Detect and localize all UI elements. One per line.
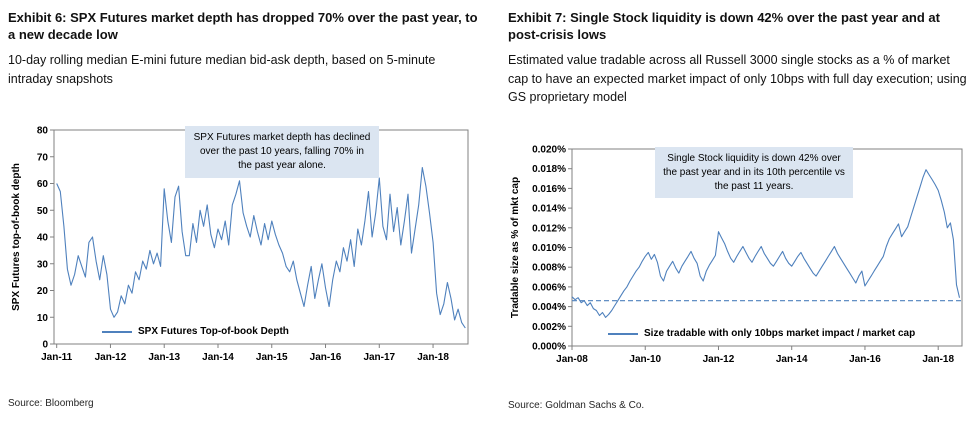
x-tick-label: Jan-12 (703, 354, 735, 365)
y-tick-label: 0.016% (532, 184, 566, 195)
x-tick-label: Jan-14 (776, 354, 808, 365)
exhibit-7-title: Exhibit 7: Single Stock liquidity is dow… (508, 10, 940, 42)
y-tick-label: 40 (37, 233, 49, 244)
x-tick-label: Jan-11 (41, 352, 73, 363)
legend-line-marker-icon (608, 332, 638, 335)
x-tick-label: Jan-18 (417, 352, 449, 363)
x-tick-label: Jan-16 (849, 354, 881, 365)
y-tick-label: 0.014% (532, 204, 566, 215)
y-tick-label: 0.004% (532, 302, 566, 313)
legend-line-marker-icon (102, 330, 132, 333)
y-tick-label: 10 (37, 313, 49, 324)
x-tick-label: Jan-16 (310, 352, 342, 363)
x-tick-label: Jan-13 (148, 352, 180, 363)
data-series-line (571, 169, 961, 318)
y-tick-label: 0.002% (532, 322, 566, 333)
x-tick-label: Jan-08 (556, 354, 588, 365)
y-tick-label: 0.006% (532, 282, 566, 293)
source-note: Source: Bloomberg (8, 398, 94, 410)
x-tick-label: Jan-18 (922, 354, 954, 365)
spx-futures-depth-plot: 0 10 20 30 40 50 60 70 80 Jan-11 Jan-12 Jan-13 Jan-1… (11, 126, 469, 363)
y-tick-label: 80 (37, 126, 49, 137)
y-tick-label: 0.010% (532, 243, 566, 254)
y-tick-label: 0.000% (532, 342, 566, 353)
y-tick-label: 50 (37, 206, 49, 217)
y-tick-label: 0 (42, 340, 48, 351)
chart-annotation-box: Single Stock liquidity is down 42% over … (655, 147, 853, 199)
y-tick-label: 0.012% (532, 223, 566, 234)
x-tick-label: Jan-17 (363, 352, 395, 363)
y-tick-label: 30 (37, 260, 49, 271)
y-axis-title: Tradable size as % of mkt cap (510, 177, 521, 318)
data-series-line (56, 167, 466, 329)
chart-legend: Size tradable with only 10bps market imp… (608, 328, 915, 339)
x-tick-label: Jan-14 (202, 352, 234, 363)
y-tick-label: 0.018% (532, 164, 566, 175)
legend-label: Size tradable with only 10bps market imp… (644, 328, 916, 340)
y-axis-title: SPX Futures top-of-book depth (11, 163, 22, 311)
y-tick-label: 0.020% (532, 145, 566, 156)
exhibit-6-panel: Exhibit 6: SPX Futures market depth has … (8, 10, 478, 445)
x-tick-label: Jan-15 (256, 352, 288, 363)
exhibit-7-subtitle: Estimated value tradable across all Russ… (508, 52, 967, 105)
x-tick-label: Jan-10 (629, 354, 661, 365)
spx-futures-depth-chart: 0 10 20 30 40 50 60 70 80 Jan-11 Jan-12 Jan-13 Jan-1… (8, 122, 478, 374)
exhibit-6-title: Exhibit 6: SPX Futures market depth has … (8, 10, 478, 42)
source-note: Source: Goldman Sachs & Co. (508, 400, 645, 412)
y-tick-label: 0.008% (532, 263, 566, 274)
y-tick-label: 20 (37, 286, 49, 297)
legend-label: SPX Futures Top-of-book Depth (138, 326, 289, 338)
chart-annotation-box: SPX Futures market depth has declined ov… (185, 126, 379, 178)
exhibit-7-panel: Exhibit 7: Single Stock liquidity is dow… (508, 10, 970, 445)
y-tick-label: 70 (37, 153, 49, 164)
chart-legend: SPX Futures Top-of-book Depth (102, 326, 289, 337)
single-stock-liquidity-chart: 0.000% 0.002% 0.004% 0.006% 0.008% 0.010% 0.01… (508, 141, 970, 376)
y-tick-label: 60 (37, 179, 49, 190)
x-tick-label: Jan-12 (95, 352, 127, 363)
exhibit-6-subtitle: 10-day rolling median E-mini future medi… (8, 52, 436, 86)
